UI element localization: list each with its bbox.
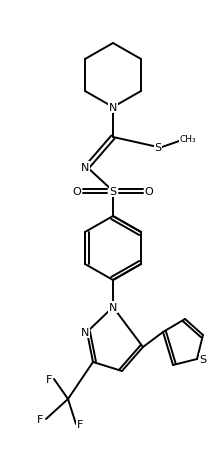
Text: F: F (77, 419, 83, 429)
Text: N: N (109, 103, 117, 113)
Text: F: F (46, 374, 52, 384)
Text: O: O (145, 187, 153, 197)
Text: N: N (109, 302, 117, 312)
Text: S: S (109, 187, 116, 197)
Text: CH₃: CH₃ (180, 135, 196, 144)
Text: S: S (199, 354, 207, 364)
Text: O: O (73, 187, 81, 197)
Text: N: N (81, 163, 89, 173)
Text: N: N (81, 327, 89, 337)
Text: F: F (37, 414, 43, 424)
Text: S: S (154, 143, 162, 153)
